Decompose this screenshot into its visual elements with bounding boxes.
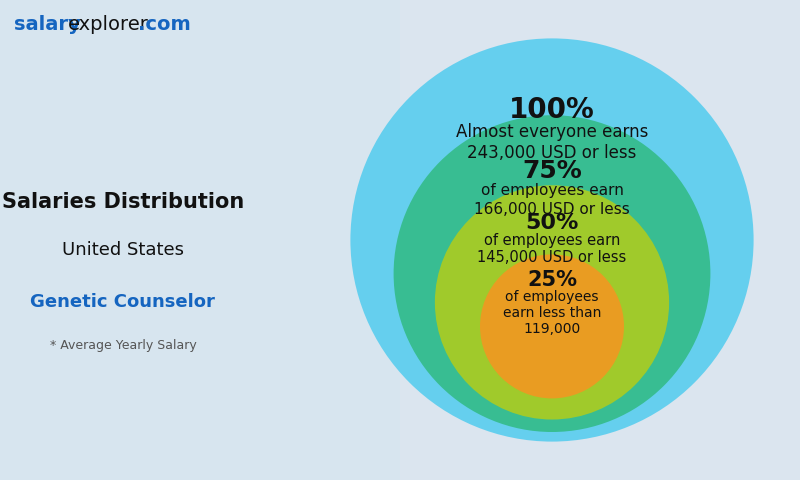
Circle shape	[480, 254, 624, 398]
Circle shape	[350, 38, 754, 442]
Text: 50%: 50%	[526, 213, 578, 233]
Text: explorer: explorer	[68, 15, 149, 35]
Text: of employees earn: of employees earn	[481, 182, 623, 198]
Text: 119,000: 119,000	[523, 322, 581, 336]
Text: 25%: 25%	[527, 270, 577, 290]
Circle shape	[394, 115, 710, 432]
Text: 243,000 USD or less: 243,000 USD or less	[467, 144, 637, 162]
Text: Almost everyone earns: Almost everyone earns	[456, 122, 648, 141]
Circle shape	[435, 185, 669, 420]
Text: United States: United States	[62, 240, 184, 259]
Text: Genetic Counselor: Genetic Counselor	[30, 293, 215, 312]
Text: salary: salary	[14, 15, 81, 35]
Text: Salaries Distribution: Salaries Distribution	[2, 192, 244, 212]
Text: 166,000 USD or less: 166,000 USD or less	[474, 202, 630, 217]
Bar	[0, 0, 400, 480]
Text: .com: .com	[138, 15, 190, 35]
Text: earn less than: earn less than	[503, 306, 601, 320]
Text: 75%: 75%	[522, 159, 582, 183]
Text: of employees earn: of employees earn	[484, 232, 620, 248]
Text: 145,000 USD or less: 145,000 USD or less	[478, 250, 626, 265]
Text: * Average Yearly Salary: * Average Yearly Salary	[50, 339, 196, 352]
Text: of employees: of employees	[506, 289, 598, 304]
Text: 100%: 100%	[509, 96, 595, 124]
